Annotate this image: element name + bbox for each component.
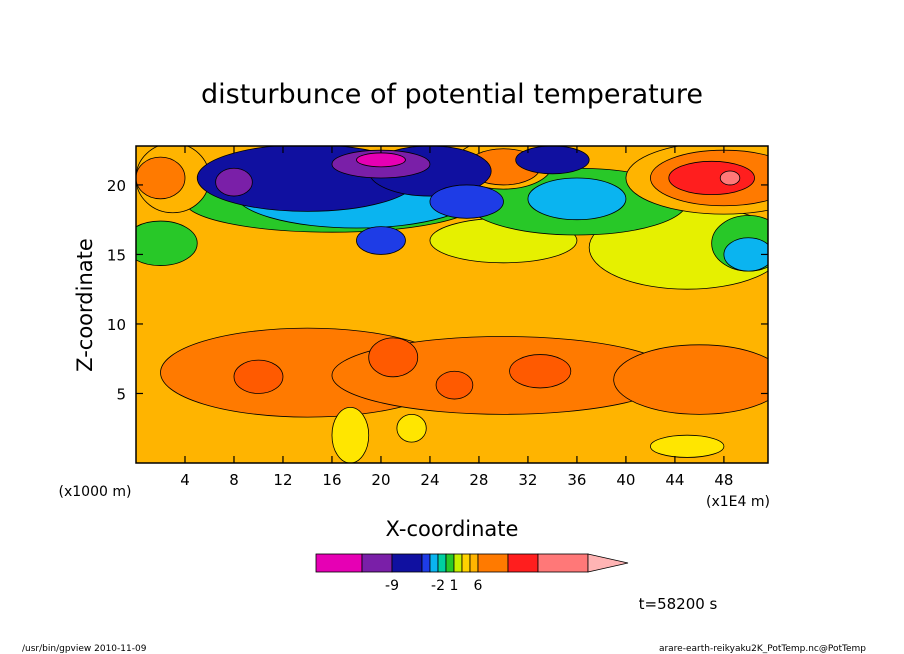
colorbar-label: -2 xyxy=(431,578,445,594)
y-tick-label: 5 xyxy=(116,385,126,403)
x-tick-label: 24 xyxy=(420,471,439,489)
colorbar-bin-8 xyxy=(461,553,471,573)
contour-region-26 xyxy=(527,177,627,221)
x-tick-label: 40 xyxy=(616,471,635,489)
x-axis-label: X-coordinate xyxy=(386,517,519,541)
y-tick-label: 20 xyxy=(107,177,126,195)
x-tick-label: 28 xyxy=(469,471,488,489)
contour-region-5 xyxy=(435,370,474,400)
footer-right: arare-earth-reikyaku2K_PotTemp.nc@PotTem… xyxy=(659,644,866,654)
colorbar-bin-1 xyxy=(361,553,393,573)
contour-region-3 xyxy=(233,359,284,394)
x-tick-label: 8 xyxy=(229,471,239,489)
contour-region-34 xyxy=(356,152,406,168)
y-tick-label: 15 xyxy=(107,246,126,264)
contour-region-9 xyxy=(650,434,725,458)
colorbar-label: -9 xyxy=(385,578,399,594)
contour-region-21 xyxy=(719,170,741,186)
time-label: t=58200 s xyxy=(639,595,718,613)
colorbar-bin-11 xyxy=(507,553,539,573)
plot-frame xyxy=(135,145,769,464)
colorbar-bin-6 xyxy=(445,553,455,573)
colorbar-bin-10 xyxy=(477,553,509,573)
x-tick-label: 32 xyxy=(518,471,537,489)
x-tick-label: 12 xyxy=(273,471,292,489)
colorbar-bin-7 xyxy=(453,553,463,573)
contour-region-25 xyxy=(723,237,768,272)
x-unit-label: (x1E4 m) xyxy=(706,494,770,510)
colorbar-bin-9 xyxy=(469,553,479,573)
contour-region-15 xyxy=(136,220,198,266)
x-tick-label: 48 xyxy=(714,471,733,489)
colorbar-label: 1 xyxy=(450,578,459,594)
contour-region-4 xyxy=(368,337,419,378)
contour-region-31 xyxy=(429,184,504,219)
colorbar: -9 -2 1 6 xyxy=(315,553,629,594)
y-unit-label: (x1000 m) xyxy=(59,484,132,500)
contour-region-32 xyxy=(215,167,253,197)
colorbar-bin-4 xyxy=(429,553,439,573)
colorbar-bin-0 xyxy=(315,553,363,573)
contour-region-2 xyxy=(613,344,768,415)
contour-region-6 xyxy=(509,354,572,389)
x-tick-label: 4 xyxy=(180,471,190,489)
x-tick-label: 20 xyxy=(371,471,390,489)
plot-area xyxy=(135,145,769,464)
colorbar-bin-3 xyxy=(421,553,431,573)
y-axis: 5 10 15 20 xyxy=(107,177,768,403)
colorbar-bin-5 xyxy=(437,553,447,573)
contour-region-7 xyxy=(331,406,370,463)
x-tick-label: 44 xyxy=(665,471,684,489)
contour-region-8 xyxy=(396,413,427,443)
colorbar-bin-12 xyxy=(537,553,589,573)
colorbar-bin-2 xyxy=(391,553,423,573)
contour-region-20 xyxy=(668,160,755,196)
contour-region-17 xyxy=(136,156,186,200)
contour-region-29 xyxy=(515,146,590,175)
x-tick-label: 16 xyxy=(322,471,341,489)
colorbar-arrow xyxy=(587,553,629,573)
chart-title: disturbunce of potential temperature xyxy=(201,79,703,110)
contour-region-30 xyxy=(356,226,406,255)
colorbar-label: 6 xyxy=(474,578,483,594)
x-tick-label: 36 xyxy=(567,471,586,489)
x-axis: 4 8 12 16 20 24 28 32 36 40 44 48 xyxy=(180,146,733,489)
footer-left: /usr/bin/gpview 2010-11-09 xyxy=(22,644,147,654)
y-tick-label: 10 xyxy=(107,316,126,334)
y-axis-label: Z-coordinate xyxy=(73,238,97,372)
